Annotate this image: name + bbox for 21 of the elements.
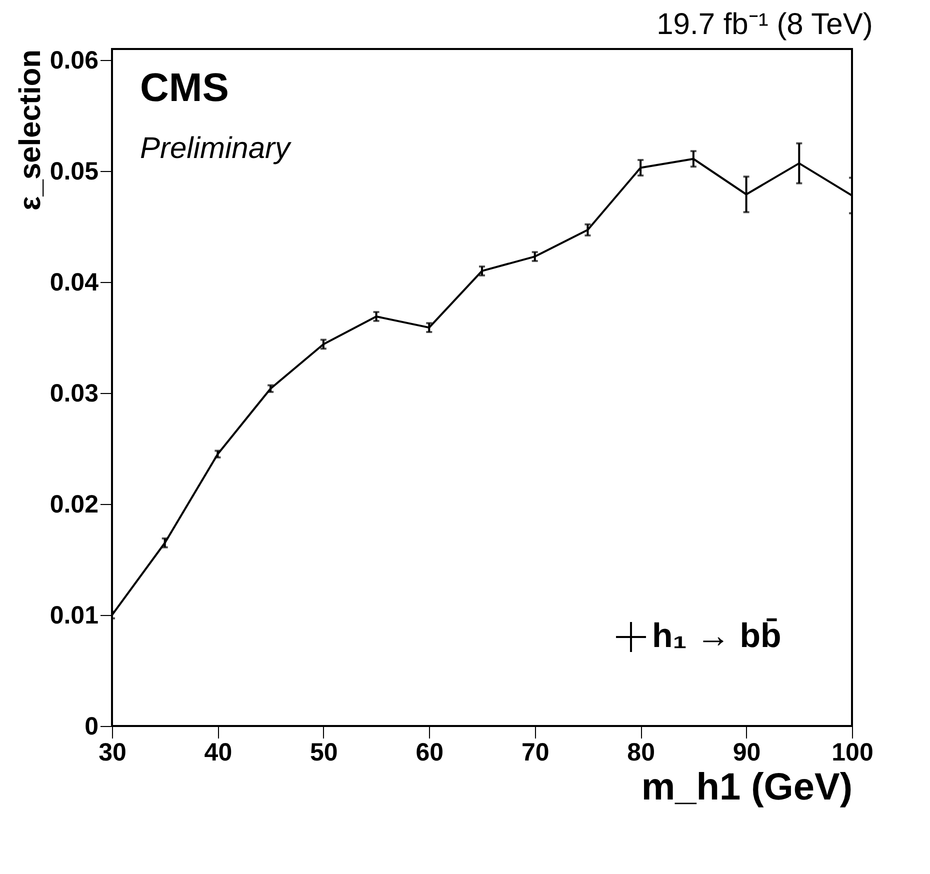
x-tick-label: 60	[416, 738, 444, 766]
y-tick-label: 0.05	[50, 158, 99, 186]
annotation: Preliminary	[140, 132, 292, 165]
x-tick-label: 40	[204, 738, 232, 766]
annotation: CMS	[140, 66, 229, 110]
y-tick-label: 0.06	[50, 46, 98, 75]
x-tick-label: 70	[521, 738, 550, 766]
legend-label: h₁ → bb̄	[652, 617, 782, 655]
y-tick-label: 0.01	[50, 602, 99, 630]
y-tick-label: 0.04	[50, 268, 99, 297]
x-tick-label: 30	[98, 738, 126, 766]
chart-title: 19.7 fb⁻¹ (8 TeV)	[656, 8, 873, 42]
x-tick-label: 80	[627, 738, 655, 766]
x-axis-title: m_h1 (GeV)	[641, 766, 852, 808]
y-tick-label: 0	[84, 712, 98, 740]
y-tick-label: 0.02	[50, 490, 98, 519]
x-tick-label: 90	[732, 738, 761, 766]
x-tick-label: 50	[310, 738, 338, 766]
y-axis-title: ε_selection	[14, 50, 47, 210]
y-tick-label: 0.03	[50, 380, 98, 408]
x-tick-label: 100	[832, 738, 874, 766]
